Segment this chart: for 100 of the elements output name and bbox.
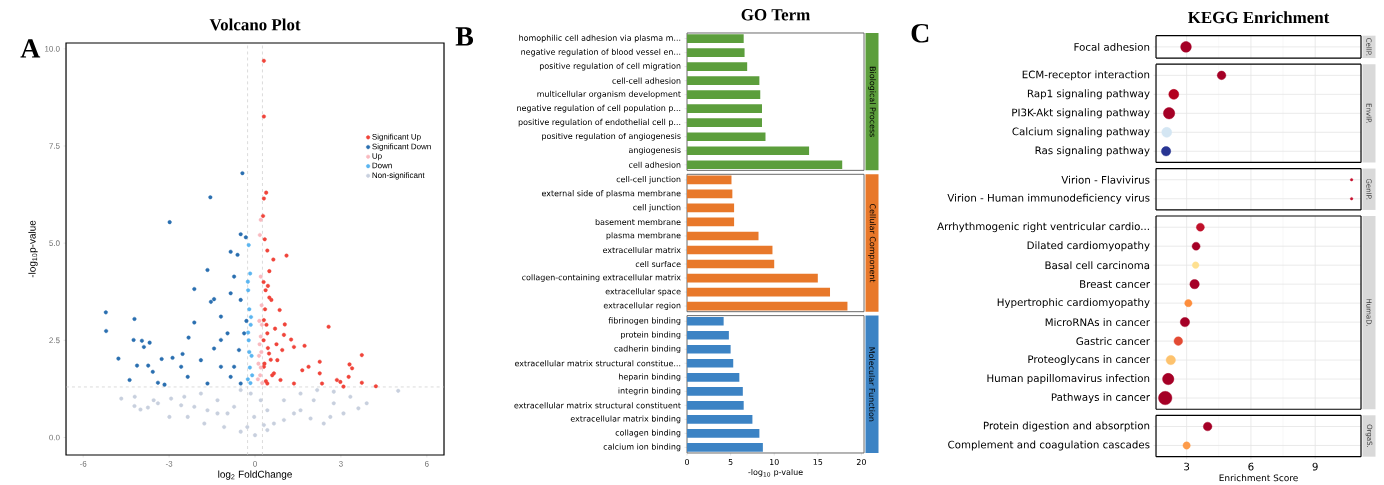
point bbox=[320, 381, 325, 386]
point bbox=[150, 369, 155, 374]
point bbox=[249, 315, 253, 319]
point bbox=[259, 322, 264, 327]
point bbox=[246, 338, 251, 343]
point bbox=[228, 291, 233, 296]
point bbox=[205, 267, 210, 272]
bar bbox=[687, 358, 734, 368]
bar bbox=[687, 330, 729, 340]
point bbox=[215, 398, 220, 403]
point bbox=[228, 374, 233, 379]
point bbox=[300, 368, 305, 373]
point bbox=[263, 288, 268, 293]
point bbox=[119, 396, 124, 401]
point bbox=[186, 335, 191, 340]
point bbox=[298, 408, 303, 413]
point bbox=[263, 307, 268, 312]
point bbox=[334, 377, 339, 382]
point bbox=[185, 414, 190, 419]
point bbox=[259, 303, 264, 308]
x-tick-label: 3 bbox=[1184, 462, 1190, 471]
bar bbox=[687, 62, 748, 71]
point bbox=[311, 398, 316, 403]
bar bbox=[687, 287, 831, 297]
point bbox=[198, 391, 203, 396]
chart-title: KEGG Enrichment bbox=[1188, 11, 1330, 24]
point bbox=[225, 331, 230, 336]
point bbox=[167, 220, 172, 225]
y-tick-label: Protein digestion and absorption bbox=[983, 421, 1150, 432]
point bbox=[246, 330, 251, 335]
point bbox=[264, 322, 269, 327]
text: C bbox=[911, 23, 929, 43]
bar bbox=[687, 231, 759, 241]
point bbox=[257, 232, 262, 237]
point bbox=[240, 171, 245, 176]
point bbox=[302, 343, 307, 348]
point bbox=[132, 316, 137, 321]
point bbox=[155, 380, 160, 385]
point bbox=[155, 401, 160, 406]
point bbox=[248, 381, 253, 386]
point bbox=[265, 346, 270, 351]
point bbox=[258, 217, 263, 222]
point bbox=[338, 379, 343, 384]
point bbox=[261, 213, 266, 218]
bar bbox=[687, 316, 724, 326]
point bbox=[139, 338, 144, 343]
point bbox=[265, 408, 270, 413]
point bbox=[291, 411, 296, 416]
point bbox=[346, 374, 351, 379]
chart-title: GO Term bbox=[741, 9, 810, 21]
point bbox=[350, 366, 355, 371]
chart-title: Volcano Plot bbox=[209, 18, 301, 31]
point bbox=[257, 353, 262, 358]
point bbox=[232, 364, 237, 369]
point bbox=[167, 414, 172, 419]
point bbox=[245, 279, 250, 284]
point bbox=[277, 308, 282, 313]
point bbox=[116, 356, 121, 361]
bar bbox=[687, 175, 732, 185]
y-tick-label: Human papillomavirus infection bbox=[987, 374, 1150, 385]
bar bbox=[687, 443, 763, 452]
point bbox=[248, 391, 253, 396]
point bbox=[180, 351, 185, 356]
point bbox=[341, 384, 346, 389]
y-tick-label: MicroRNAs in cancer bbox=[1045, 318, 1150, 327]
point bbox=[208, 195, 213, 200]
x-axis-title: log$_{2}$ FoldChange bbox=[218, 470, 292, 480]
point bbox=[291, 344, 296, 349]
bar bbox=[687, 245, 773, 255]
bar bbox=[687, 386, 743, 396]
point bbox=[185, 374, 190, 379]
point bbox=[127, 377, 132, 382]
bar bbox=[687, 34, 744, 43]
point bbox=[232, 274, 237, 279]
point bbox=[328, 414, 333, 419]
point bbox=[317, 359, 322, 364]
point bbox=[341, 411, 346, 416]
point bbox=[228, 249, 233, 254]
point bbox=[141, 344, 146, 349]
y-tick-label: ECM-receptor interaction bbox=[1022, 70, 1150, 81]
point bbox=[252, 414, 257, 419]
point bbox=[306, 364, 311, 369]
point bbox=[248, 322, 253, 327]
point bbox=[274, 342, 279, 347]
point bbox=[261, 58, 266, 63]
point bbox=[245, 425, 250, 429]
point bbox=[147, 340, 152, 345]
point bbox=[364, 401, 369, 406]
point bbox=[373, 384, 378, 389]
y-tick-label: Breast cancer bbox=[1080, 280, 1150, 288]
point bbox=[284, 253, 289, 258]
point bbox=[317, 371, 322, 376]
point bbox=[247, 365, 252, 370]
point bbox=[258, 398, 263, 403]
point bbox=[159, 356, 164, 361]
point bbox=[278, 377, 283, 382]
point bbox=[169, 396, 174, 401]
point bbox=[265, 428, 270, 433]
bar bbox=[687, 48, 745, 57]
point bbox=[179, 403, 184, 408]
